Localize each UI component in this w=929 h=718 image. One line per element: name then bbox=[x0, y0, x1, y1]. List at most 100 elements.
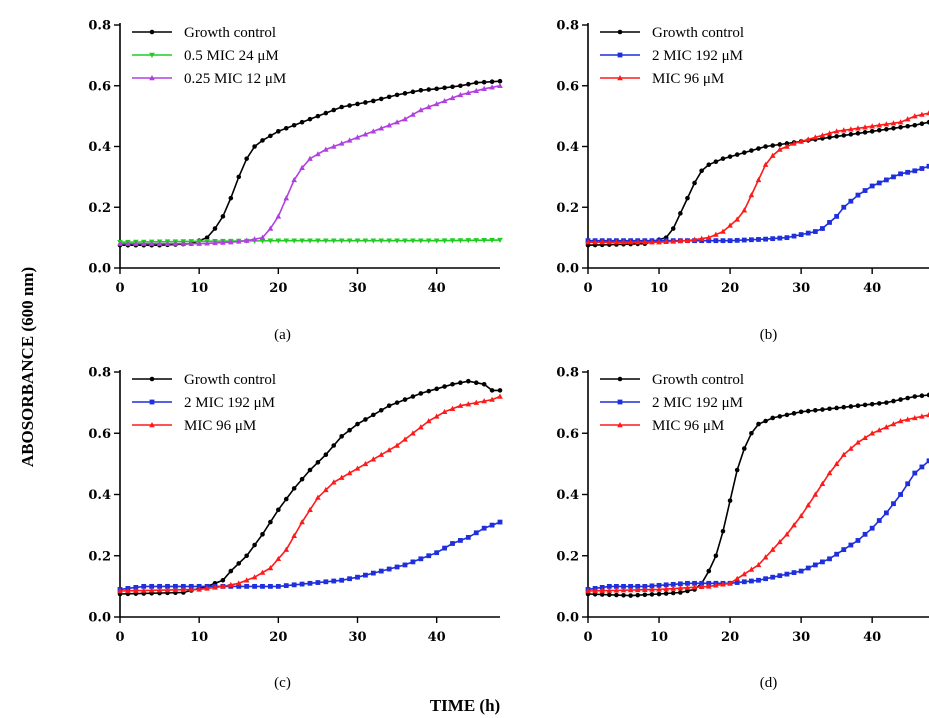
data-point bbox=[599, 584, 605, 590]
data-point bbox=[212, 226, 218, 231]
data-point bbox=[354, 134, 361, 140]
data-point bbox=[157, 583, 162, 589]
data-point bbox=[862, 130, 868, 135]
data-point bbox=[621, 593, 626, 598]
data-point bbox=[755, 561, 762, 568]
data-point bbox=[204, 240, 210, 246]
data-point bbox=[770, 415, 776, 421]
y-tick-label: 0.8 bbox=[556, 366, 579, 381]
data-point bbox=[442, 384, 447, 389]
series-line bbox=[120, 80, 501, 246]
data-point bbox=[627, 239, 634, 245]
data-point bbox=[727, 498, 733, 503]
data-point bbox=[117, 587, 123, 594]
data-point bbox=[425, 418, 432, 424]
data-point bbox=[275, 213, 282, 219]
data-point bbox=[876, 401, 882, 406]
data-point bbox=[267, 225, 274, 231]
data-point bbox=[441, 97, 448, 104]
y-tick-label: 0.2 bbox=[556, 549, 579, 564]
data-point bbox=[117, 240, 123, 246]
data-point bbox=[770, 574, 776, 580]
data-point bbox=[791, 140, 797, 146]
data-point bbox=[156, 587, 163, 593]
data-point bbox=[727, 580, 733, 586]
data-point bbox=[912, 470, 918, 476]
data-point bbox=[323, 110, 329, 116]
data-point bbox=[749, 148, 754, 153]
data-point bbox=[323, 486, 329, 493]
data-point bbox=[926, 163, 929, 169]
y-tick-label: 0.0 bbox=[556, 262, 579, 277]
data-point bbox=[912, 394, 918, 399]
data-point bbox=[926, 458, 929, 464]
x-tick-label: 40 bbox=[863, 630, 881, 645]
data-point bbox=[267, 565, 274, 571]
data-point bbox=[307, 506, 313, 513]
chart-panel-2: 0.0 0.2 0.4 0.6 0.8 0 10 20 30 40 Growth control 2 … bbox=[556, 19, 929, 343]
data-point bbox=[848, 198, 854, 204]
x-tick-label: 10 bbox=[190, 630, 208, 645]
legend-label: MIC 96 μM bbox=[184, 418, 256, 434]
data-point bbox=[307, 238, 313, 244]
data-point bbox=[876, 518, 882, 523]
data-point bbox=[386, 238, 392, 244]
data-point bbox=[497, 78, 503, 84]
data-point bbox=[891, 501, 896, 507]
data-point bbox=[805, 408, 811, 414]
data-point bbox=[734, 575, 740, 581]
data-point bbox=[607, 592, 612, 598]
data-point bbox=[869, 430, 875, 436]
data-point bbox=[869, 183, 875, 189]
data-point bbox=[678, 211, 683, 216]
legend-label: MIC 96 μM bbox=[652, 71, 724, 87]
data-point bbox=[442, 85, 447, 91]
data-point bbox=[188, 586, 195, 592]
data-point bbox=[599, 587, 606, 593]
data-point bbox=[677, 581, 683, 587]
legend-marker bbox=[149, 422, 155, 428]
data-point bbox=[883, 177, 889, 183]
data-point bbox=[371, 412, 376, 418]
data-point bbox=[677, 238, 684, 244]
data-point bbox=[919, 413, 925, 419]
data-point bbox=[684, 237, 691, 243]
data-point bbox=[433, 100, 440, 107]
data-point bbox=[784, 571, 790, 577]
data-point bbox=[727, 154, 733, 159]
data-point bbox=[497, 519, 503, 525]
x-tick-label: 10 bbox=[650, 281, 668, 296]
data-point bbox=[820, 226, 825, 231]
data-point bbox=[855, 538, 861, 543]
data-point bbox=[489, 84, 495, 90]
data-point bbox=[133, 587, 139, 593]
data-point bbox=[331, 107, 337, 113]
data-point bbox=[813, 407, 818, 413]
data-point bbox=[441, 238, 448, 244]
data-point bbox=[898, 397, 903, 402]
legend-label: 2 MIC 192 μM bbox=[652, 395, 743, 411]
data-point bbox=[585, 239, 591, 245]
data-point bbox=[410, 238, 416, 244]
data-point bbox=[433, 238, 440, 244]
data-point bbox=[371, 98, 376, 104]
data-point bbox=[684, 584, 691, 590]
data-point bbox=[251, 236, 258, 242]
data-point bbox=[251, 574, 258, 580]
data-point bbox=[418, 391, 424, 396]
data-point bbox=[663, 582, 669, 588]
data-point bbox=[473, 238, 480, 244]
x-tick-label: 40 bbox=[863, 281, 881, 296]
data-point bbox=[911, 113, 918, 119]
data-point bbox=[220, 583, 226, 589]
legend-label: Growth control bbox=[652, 372, 744, 388]
series-line bbox=[587, 121, 929, 246]
data-point bbox=[283, 496, 289, 502]
data-point bbox=[897, 119, 904, 125]
data-point bbox=[833, 460, 840, 467]
legend-label: 2 MIC 192 μM bbox=[184, 395, 275, 411]
data-point bbox=[777, 414, 783, 419]
data-point bbox=[347, 576, 352, 582]
data-point bbox=[599, 592, 605, 597]
y-tick-label: 0.8 bbox=[88, 19, 111, 34]
